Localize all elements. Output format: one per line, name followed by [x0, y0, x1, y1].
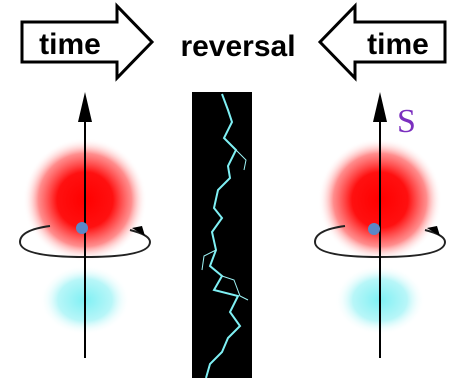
spin-label: S [397, 103, 416, 140]
left-arrow-label: time [39, 28, 101, 61]
page: time reversal time S (() => { const data… [0, 0, 454, 378]
left-spin-figure [20, 92, 150, 358]
right-spin-figure [315, 92, 445, 358]
right-arrow-label: time [367, 28, 429, 61]
center-label: reversal [180, 30, 295, 63]
lightning-panel [192, 92, 252, 378]
diagram: time reversal time S [0, 0, 454, 378]
